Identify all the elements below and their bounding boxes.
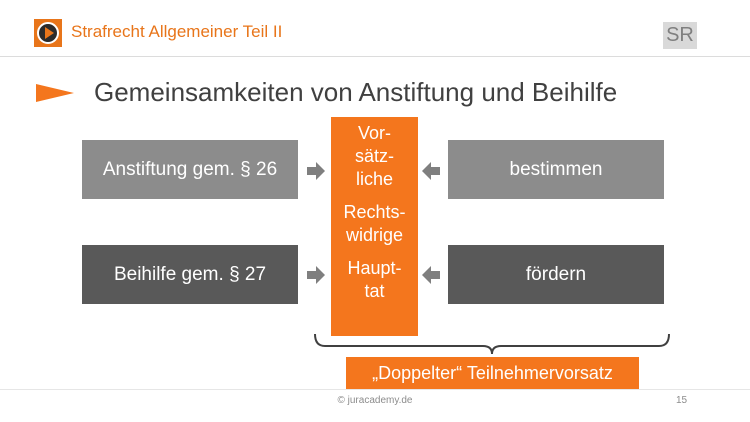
center-line: Rechts- — [343, 202, 406, 222]
subject-badge: SR — [663, 22, 697, 49]
title-arrow-icon — [36, 84, 74, 107]
doppelter-vorsatz-label: „Doppelter“ Teilnehmervorsatz — [346, 357, 639, 389]
center-line: Haupt- — [347, 258, 402, 278]
center-line: tat — [364, 281, 385, 301]
box-bestimmen: bestimmen — [448, 140, 664, 199]
footer-copyright: © juracademy.de — [337, 395, 413, 406]
page-number: 15 — [676, 395, 688, 406]
center-line: liche — [355, 169, 394, 189]
arrow-left-icon — [422, 266, 440, 284]
center-line: sätz- — [354, 146, 394, 166]
center-line: Vor- — [357, 123, 391, 143]
arrow-left-icon — [422, 162, 440, 180]
center-line: widrige — [345, 225, 404, 245]
slide-title: Gemeinsamkeiten von Anstiftung und Beihi… — [94, 77, 618, 107]
box-beihilfe: Beihilfe gem. § 27 — [82, 245, 298, 304]
center-box-haupttat: Vor- sätz- liche Rechts- widrige Haupt- … — [331, 117, 418, 336]
footer-divider — [0, 389, 750, 390]
play-icon — [34, 19, 62, 47]
box-foerdern: fördern — [448, 245, 664, 304]
box-anstiftung: Anstiftung gem. § 26 — [82, 140, 298, 199]
header-title: Strafrecht Allgemeiner Teil II — [71, 22, 283, 41]
curly-brace — [313, 333, 671, 361]
header-divider — [0, 56, 750, 57]
arrow-right-icon — [307, 266, 325, 284]
arrow-right-icon — [307, 162, 325, 180]
